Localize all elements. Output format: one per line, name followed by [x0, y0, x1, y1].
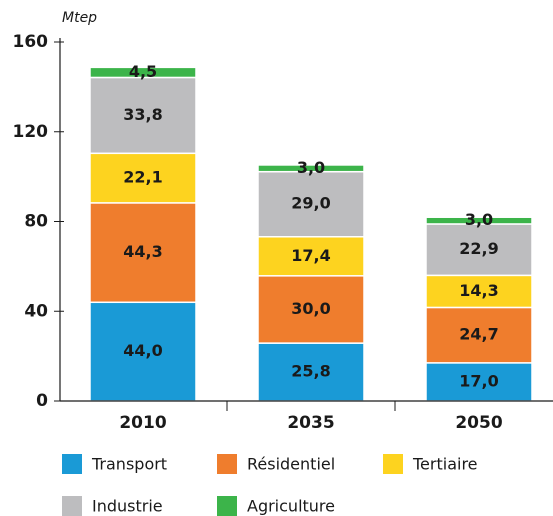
- bar-segment: [425, 362, 533, 402]
- bar-segment: [257, 164, 365, 173]
- legend-swatch: [383, 454, 403, 474]
- y-tick-label: 40: [24, 301, 48, 321]
- bar-segment: [257, 236, 365, 277]
- data-label: 30,0: [291, 299, 330, 318]
- bar-segment: [89, 152, 197, 204]
- data-label: 29,0: [291, 194, 330, 213]
- bar-segment: [425, 223, 533, 277]
- bar-segment: [257, 275, 365, 344]
- x-tick-label: 2050: [455, 413, 502, 433]
- data-label: 3,0: [297, 158, 325, 177]
- legend-swatch: [217, 496, 237, 516]
- bar-segment: [89, 66, 197, 79]
- bar-segment: [89, 202, 197, 304]
- x-tick-label: 2035: [287, 413, 334, 433]
- data-label: 44,0: [123, 341, 162, 360]
- bar-segment: [257, 170, 365, 238]
- y-tick-label: 80: [24, 212, 48, 232]
- legend-label: Tertiaire: [412, 455, 478, 474]
- legend-swatch: [217, 454, 237, 474]
- y-axis-label: Mtep: [62, 10, 97, 26]
- data-label: 24,7: [459, 325, 498, 344]
- legend-label: Transport: [91, 455, 167, 474]
- bar-segment: [425, 306, 533, 364]
- legend-label: Agriculture: [247, 497, 335, 516]
- data-label: 3,0: [465, 210, 493, 229]
- legend-label: Industrie: [92, 497, 163, 516]
- data-label: 33,8: [123, 105, 162, 124]
- bar-segment: [425, 274, 533, 309]
- data-label: 22,9: [459, 239, 498, 258]
- data-label: 44,3: [123, 242, 162, 261]
- y-tick-label: 0: [36, 391, 48, 411]
- x-tick-label: 2010: [119, 413, 166, 433]
- legend-swatch: [62, 454, 82, 474]
- legend-swatch: [62, 496, 82, 516]
- data-label: 14,3: [459, 281, 498, 300]
- legend-label: Résidentiel: [247, 455, 335, 474]
- data-label: 4,5: [129, 62, 157, 81]
- y-tick-label: 160: [13, 32, 49, 52]
- data-label: 22,1: [123, 168, 162, 187]
- y-tick-label: 120: [13, 122, 49, 142]
- data-label: 17,0: [459, 371, 498, 390]
- data-label: 25,8: [291, 362, 330, 381]
- data-label: 17,4: [291, 246, 330, 265]
- bar-segment: [425, 216, 533, 225]
